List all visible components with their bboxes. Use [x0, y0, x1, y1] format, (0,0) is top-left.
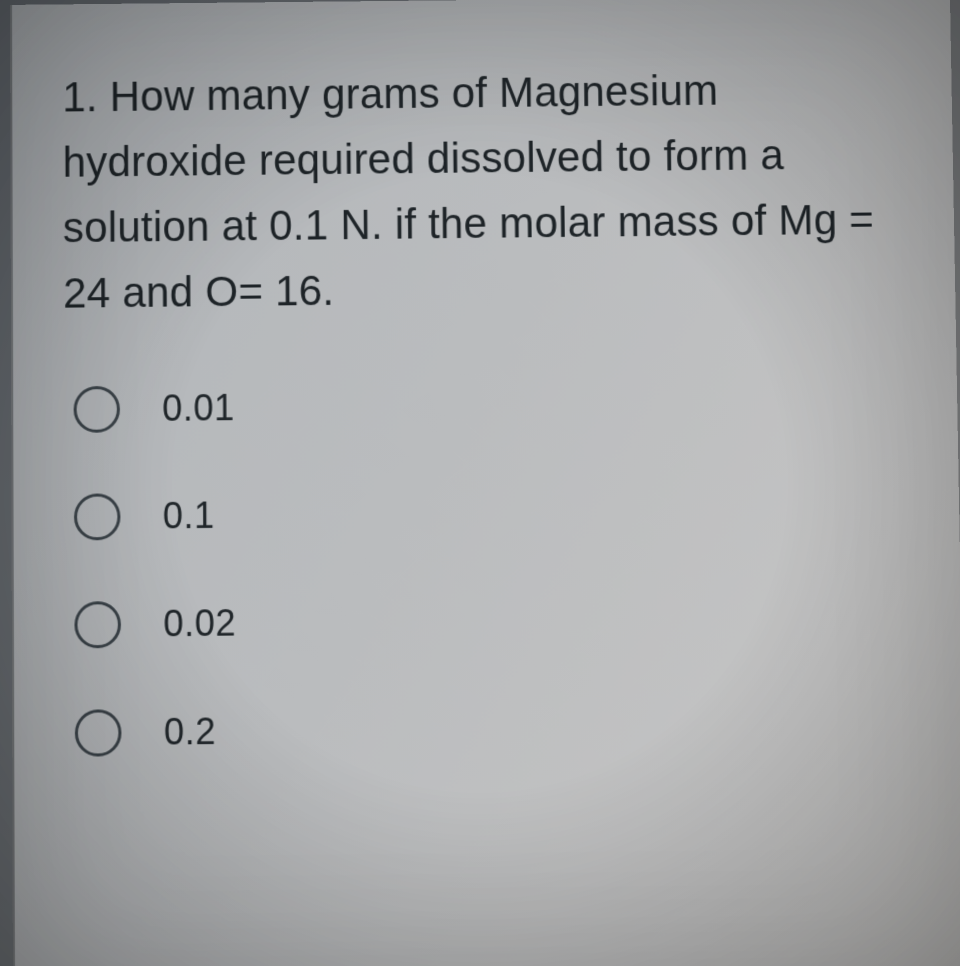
options-group: 0.01 0.1 0.02 0.2 — [63, 378, 923, 757]
option-row[interactable]: 0.02 — [74, 593, 921, 649]
option-label: 0.2 — [164, 711, 216, 755]
radio-icon[interactable] — [74, 494, 121, 541]
option-label: 0.1 — [163, 495, 215, 538]
option-label: 0.01 — [162, 387, 235, 430]
option-row[interactable]: 0.1 — [74, 485, 919, 541]
option-label: 0.02 — [163, 602, 236, 646]
radio-icon[interactable] — [75, 710, 122, 758]
question-text: 1. How many grams of Magnesium hydroxide… — [62, 56, 915, 327]
option-row[interactable]: 0.01 — [74, 378, 918, 433]
radio-icon[interactable] — [74, 386, 121, 433]
option-row[interactable]: 0.2 — [75, 701, 923, 757]
question-card: 1. How many grams of Magnesium hydroxide… — [10, 0, 960, 966]
radio-icon[interactable] — [74, 601, 121, 648]
